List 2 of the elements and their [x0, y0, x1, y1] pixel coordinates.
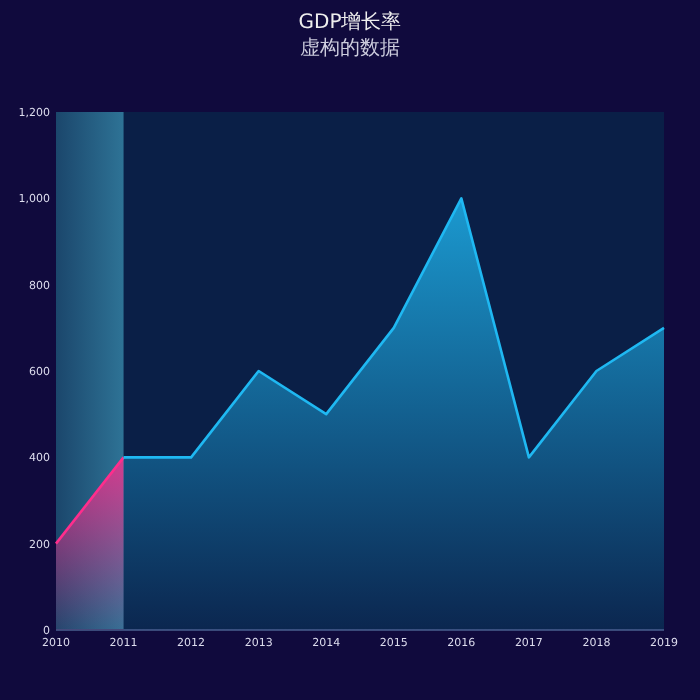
chart-subtitle: 虚构的数据	[300, 36, 400, 60]
chart-title: GDP增长率	[298, 10, 402, 34]
